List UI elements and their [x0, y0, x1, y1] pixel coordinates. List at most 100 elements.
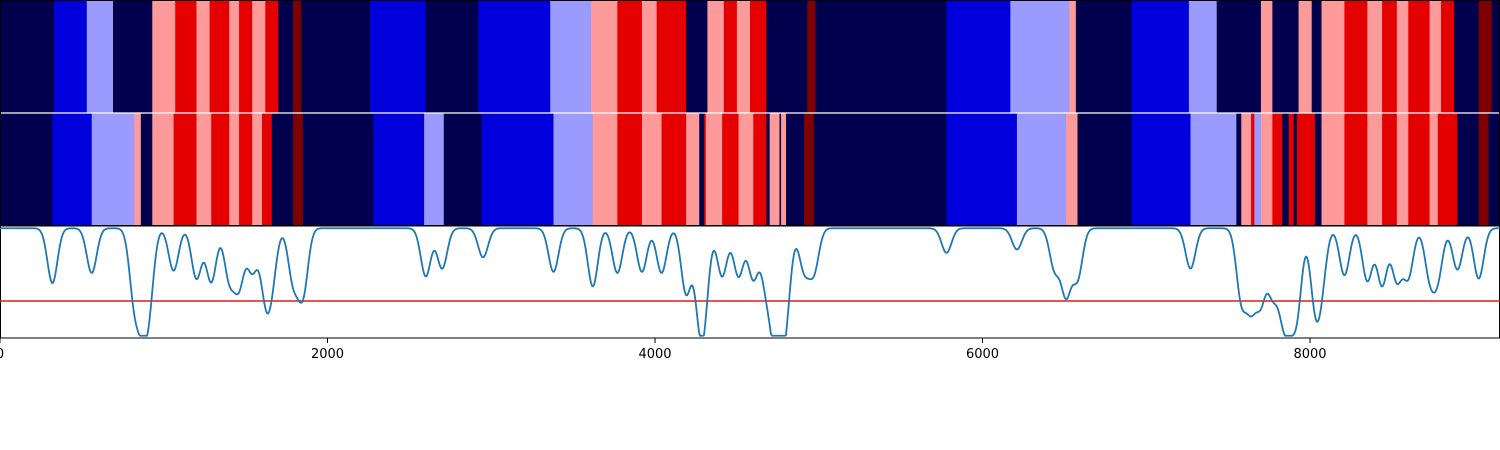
- heatmap-segment-1-22: [617, 113, 643, 226]
- line-panel-frame: [0, 225, 1500, 339]
- heatmap-segment-1-14: [293, 113, 304, 226]
- heatmap-segment-0-46: [1396, 1, 1409, 113]
- heatmap-segment-1-56: [1321, 113, 1345, 226]
- heatmap-segment-0-8: [229, 1, 240, 113]
- heatmap-segment-1-18: [443, 113, 482, 226]
- heatmap-segment-0-14: [301, 1, 371, 113]
- heatmap-segment-0-47: [1408, 1, 1430, 113]
- heatmap-segment-0-29: [807, 1, 816, 113]
- heatmap-segment-1-30: [738, 113, 754, 226]
- heatmap-segment-1-27: [704, 113, 707, 226]
- heatmap-segment-1-2: [91, 113, 135, 226]
- heatmap-segment-1-43: [1131, 113, 1191, 226]
- heatmap-segment-0-3: [112, 1, 153, 113]
- heatmap-segment-1-36: [786, 113, 805, 226]
- heatmap-segment-0-35: [1131, 1, 1190, 113]
- heatmap-segment-1-62: [1429, 113, 1439, 226]
- heatmap-segment-1-20: [553, 113, 594, 226]
- heatmap-segment-1-31: [753, 113, 767, 226]
- heatmap-segment-0-18: [550, 1, 592, 113]
- heatmap-segment-1-45: [1236, 113, 1242, 226]
- heatmap-segment-1-8: [211, 113, 230, 226]
- heatmap-segment-1-51: [1282, 113, 1290, 226]
- heatmap-segment-0-49: [1441, 1, 1455, 113]
- heatmap-segment-1-47: [1251, 113, 1255, 226]
- heatmap-segment-1-57: [1344, 113, 1368, 226]
- heatmap-segment-0-20: [617, 1, 643, 113]
- heatmap-segment-0-24: [707, 1, 725, 113]
- heatmap-segment-1-11: [252, 113, 263, 226]
- heatmap-segment-0-27: [750, 1, 767, 113]
- heatmap-segment-1-58: [1367, 113, 1383, 226]
- series-line: [0, 227, 1500, 337]
- heatmap-segment-0-17: [478, 1, 551, 113]
- heatmap-segment-1-25: [686, 113, 700, 226]
- heatmap-segment-0-32: [1010, 1, 1070, 113]
- x-tick-label-4: 8000: [1293, 347, 1326, 362]
- heatmap-segment-0-42: [1321, 1, 1345, 113]
- heatmap-segment-1-60: [1396, 113, 1409, 226]
- heatmap-segment-1-4: [140, 113, 153, 226]
- heatmap-segment-1-32: [766, 113, 771, 226]
- heatmap-segment-1-59: [1382, 113, 1398, 226]
- heatmap-segment-0-7: [209, 1, 230, 113]
- heatmap-segment-0-48: [1429, 1, 1442, 113]
- heatmap-segment-1-26: [699, 113, 705, 226]
- heatmap-segment-1-34: [779, 113, 782, 226]
- heatmap-segment-1-23: [641, 113, 662, 226]
- heatmap-segment-1-16: [373, 113, 425, 226]
- heatmap-segment-1-64: [1457, 113, 1480, 226]
- heatmap-segment-0-19: [591, 1, 618, 113]
- heatmap-segment-0-51: [1478, 1, 1493, 113]
- heatmap-segment-1-61: [1408, 113, 1430, 226]
- heatmap-segment-0-26: [736, 1, 751, 113]
- heatmap-segment-1-13: [271, 113, 294, 226]
- heatmap-segment-1-15: [302, 113, 374, 226]
- heatmap-segment-0-41: [1311, 1, 1322, 113]
- heatmap-segment-1-33: [769, 113, 780, 226]
- heatmap-segment-1-3: [134, 113, 142, 226]
- x-axis: 0 2000 4000 6000 8000: [0, 338, 1327, 362]
- heatmap-segment-1-28: [705, 113, 723, 226]
- heatmap-segment-1-55: [1314, 113, 1322, 226]
- heatmap-row-bottom: [0, 113, 1500, 226]
- heatmap-segment-0-40: [1298, 1, 1313, 113]
- heatmap-segment-0-12: [278, 1, 294, 113]
- heatmap-segment-1-24: [661, 113, 687, 226]
- heatmap-segment-0-30: [815, 1, 947, 113]
- heatmap-segment-0-5: [175, 1, 197, 113]
- heatmap-segment-0-28: [766, 1, 808, 113]
- heatmap-segment-0-23: [686, 1, 708, 113]
- heatmap-segment-1-52: [1288, 113, 1295, 226]
- heatmap-segment-0-37: [1216, 1, 1262, 113]
- heatmap-segment-1-38: [813, 113, 947, 226]
- heatmap-segment-1-49: [1260, 113, 1273, 226]
- heatmap-segment-1-54: [1296, 113, 1316, 226]
- heatmap-segment-0-39: [1272, 1, 1299, 113]
- heatmap-segment-0-16: [425, 1, 479, 113]
- heatmap-segment-1-39: [946, 113, 1018, 226]
- heatmap-segment-0-38: [1260, 1, 1273, 113]
- heatmap-segment-1-9: [229, 113, 240, 226]
- x-tick-label-3: 6000: [966, 347, 999, 362]
- heatmap-segment-0-10: [252, 1, 266, 113]
- heatmap-segment-1-50: [1272, 113, 1283, 226]
- heatmap-segment-1-5: [152, 113, 174, 226]
- heatmap-segment-0-13: [293, 1, 302, 113]
- heatmap-segment-0-22: [656, 1, 687, 113]
- heatmap-segment-1-66: [1488, 113, 1500, 226]
- heatmap-segment-1-12: [262, 113, 273, 226]
- heatmap-segment-0-6: [196, 1, 211, 113]
- line-panel: [0, 225, 1500, 339]
- heatmap-segment-1-65: [1478, 113, 1489, 226]
- heatmap-segment-0-15: [370, 1, 427, 113]
- heatmap-segment-1-29: [722, 113, 739, 226]
- heatmap-segment-0-52: [1491, 1, 1500, 113]
- heatmap-segment-0-43: [1344, 1, 1368, 113]
- heatmap-segment-0-44: [1367, 1, 1383, 113]
- heatmap-segment-0-31: [946, 1, 1011, 113]
- heatmap-segment-1-37: [804, 113, 815, 226]
- heatmap-segment-0-33: [1069, 1, 1077, 113]
- x-tick-label-0: 0: [0, 347, 4, 362]
